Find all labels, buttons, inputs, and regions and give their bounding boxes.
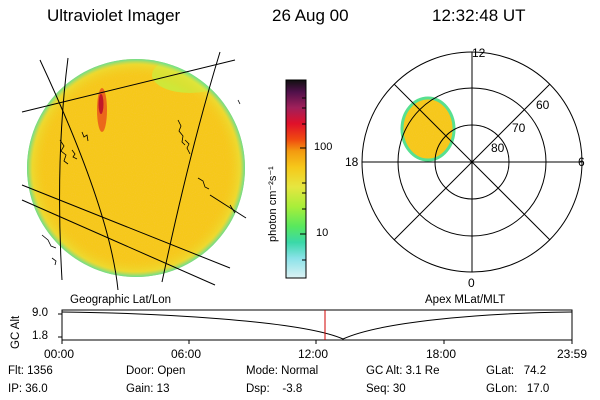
app-title: Ultraviolet Imager: [47, 6, 181, 25]
status-gain: Gain: 13: [126, 383, 170, 395]
status-flt: Flt: 1356: [8, 365, 53, 377]
x-tick-0000: 00:00: [44, 347, 75, 361]
x-tick-0600: 06:00: [171, 347, 202, 361]
status-glat: GLat: 74.2: [486, 365, 547, 377]
mlt-label-12: 12: [472, 46, 486, 60]
mlt-label-18: 18: [345, 155, 359, 169]
status-mode: Mode: Normal: [246, 365, 319, 377]
coastlines: [41, 99, 241, 266]
mlt-label-0: 0: [468, 276, 475, 290]
polar-plot: [361, 51, 583, 273]
mlat-label-80: 80: [491, 141, 505, 155]
mlat-label-60: 60: [536, 98, 550, 112]
y-tick-1-8: 1.8: [32, 330, 48, 342]
mlat-label-70: 70: [512, 121, 526, 135]
status-gc-alt: GC Alt: 3.1 Re: [366, 365, 440, 377]
colorbar-unit-label: photon cm⁻²s⁻¹: [267, 166, 279, 242]
colorbar-tick-10: 10: [316, 227, 329, 239]
x-tick-1200: 12:00: [298, 347, 329, 361]
y-tick-9: 9.0: [32, 307, 48, 319]
colorbar-tick-100: 100: [314, 141, 333, 153]
time-label: 12:32:48 UT: [432, 6, 526, 25]
timeline-axis-label: GC Alt: [10, 315, 22, 349]
status-seq: Seq: 30: [366, 383, 406, 395]
status-ip: IP: 36.0: [8, 383, 48, 395]
date-label: 26 Aug 00: [272, 6, 349, 25]
geographic-grid: [21, 51, 247, 291]
earth-disk-image: [27, 59, 245, 277]
status-glon: GLon: 17.0: [486, 383, 550, 395]
x-tick-1800: 18:00: [426, 347, 457, 361]
timeline-plot: [58, 309, 573, 344]
mlt-label-6: 6: [578, 155, 585, 169]
x-tick-2359: 23:59: [557, 347, 588, 361]
caption-apex: Apex MLat/MLT: [425, 294, 506, 306]
colorbar: [286, 80, 306, 278]
status-dsp: Dsp: -3.8: [246, 383, 303, 395]
caption-geographic: Geographic Lat/Lon: [70, 294, 172, 306]
status-door: Door: Open: [126, 365, 186, 377]
